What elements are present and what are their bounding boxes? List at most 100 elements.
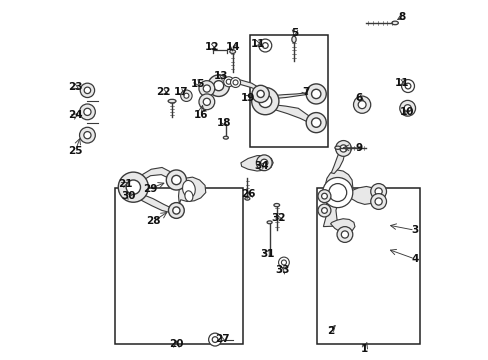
Circle shape	[213, 81, 223, 91]
Circle shape	[262, 42, 267, 48]
Text: 27: 27	[215, 334, 229, 344]
Text: 3: 3	[410, 225, 418, 235]
Ellipse shape	[291, 36, 296, 42]
Circle shape	[370, 194, 386, 210]
Polygon shape	[330, 149, 344, 174]
Text: 19: 19	[241, 93, 255, 103]
Text: 32: 32	[271, 213, 285, 222]
Text: 29: 29	[142, 184, 157, 194]
Bar	[115, 188, 243, 344]
Circle shape	[403, 105, 410, 112]
Polygon shape	[266, 90, 316, 102]
Circle shape	[341, 231, 348, 238]
Circle shape	[226, 79, 231, 84]
Ellipse shape	[229, 50, 235, 53]
Text: 17: 17	[173, 87, 188, 97]
Text: 23: 23	[68, 82, 82, 92]
Circle shape	[374, 198, 382, 205]
Circle shape	[183, 93, 188, 98]
Ellipse shape	[266, 221, 271, 224]
Ellipse shape	[391, 21, 398, 25]
Circle shape	[305, 84, 325, 104]
Circle shape	[321, 193, 326, 199]
Circle shape	[317, 190, 330, 203]
Ellipse shape	[334, 146, 340, 149]
Circle shape	[171, 175, 181, 185]
Circle shape	[311, 89, 320, 99]
Circle shape	[208, 333, 221, 346]
Ellipse shape	[273, 203, 279, 207]
Text: 8: 8	[398, 12, 405, 22]
Text: 11: 11	[250, 39, 265, 49]
Polygon shape	[135, 167, 180, 187]
Circle shape	[233, 80, 238, 85]
Text: 16: 16	[193, 111, 207, 121]
Circle shape	[317, 204, 330, 217]
Ellipse shape	[168, 99, 176, 103]
Circle shape	[84, 87, 90, 94]
Text: 9: 9	[355, 143, 362, 153]
Polygon shape	[135, 192, 180, 213]
Polygon shape	[330, 219, 354, 233]
Text: 2: 2	[326, 325, 333, 336]
Circle shape	[199, 94, 214, 110]
Circle shape	[80, 104, 95, 120]
Circle shape	[207, 75, 229, 96]
Text: 34: 34	[254, 161, 268, 171]
Circle shape	[258, 39, 271, 52]
Circle shape	[257, 90, 264, 98]
Polygon shape	[241, 156, 273, 171]
Circle shape	[339, 145, 346, 152]
Circle shape	[172, 207, 180, 214]
Text: 13: 13	[214, 71, 228, 81]
Text: 18: 18	[216, 118, 230, 128]
Ellipse shape	[184, 191, 193, 202]
Circle shape	[166, 170, 186, 190]
Circle shape	[212, 337, 218, 342]
Text: 21: 21	[118, 179, 132, 189]
Text: 26: 26	[241, 189, 256, 199]
Polygon shape	[323, 170, 352, 226]
Circle shape	[321, 208, 326, 213]
Text: 30: 30	[122, 191, 136, 201]
Bar	[249, 36, 327, 147]
Circle shape	[281, 260, 286, 265]
Circle shape	[168, 203, 184, 219]
Circle shape	[256, 155, 271, 171]
Text: 5: 5	[290, 28, 298, 38]
Text: 11: 11	[394, 78, 409, 88]
Circle shape	[258, 95, 271, 108]
Circle shape	[80, 83, 94, 98]
Circle shape	[260, 159, 267, 166]
Bar	[316, 188, 419, 344]
Polygon shape	[266, 104, 316, 125]
Text: 7: 7	[301, 87, 308, 97]
Circle shape	[401, 80, 414, 93]
Polygon shape	[351, 186, 378, 204]
Ellipse shape	[223, 136, 228, 139]
Text: 28: 28	[146, 216, 161, 226]
Circle shape	[203, 85, 210, 92]
Circle shape	[126, 180, 140, 194]
Circle shape	[230, 77, 240, 87]
Text: 31: 31	[260, 248, 274, 258]
Circle shape	[203, 98, 210, 105]
Text: 20: 20	[169, 339, 183, 349]
Ellipse shape	[182, 180, 195, 198]
Circle shape	[278, 257, 289, 268]
Polygon shape	[220, 79, 260, 91]
Circle shape	[305, 113, 325, 133]
Text: 24: 24	[68, 111, 82, 121]
Circle shape	[223, 77, 233, 87]
Circle shape	[374, 188, 382, 195]
Circle shape	[80, 127, 95, 143]
Polygon shape	[178, 177, 205, 209]
Text: 10: 10	[399, 107, 413, 117]
Circle shape	[180, 90, 192, 102]
Circle shape	[199, 81, 214, 96]
Text: 14: 14	[225, 42, 240, 52]
Text: 1: 1	[360, 343, 367, 354]
Circle shape	[405, 83, 410, 89]
Circle shape	[336, 226, 352, 242]
Circle shape	[399, 100, 415, 116]
